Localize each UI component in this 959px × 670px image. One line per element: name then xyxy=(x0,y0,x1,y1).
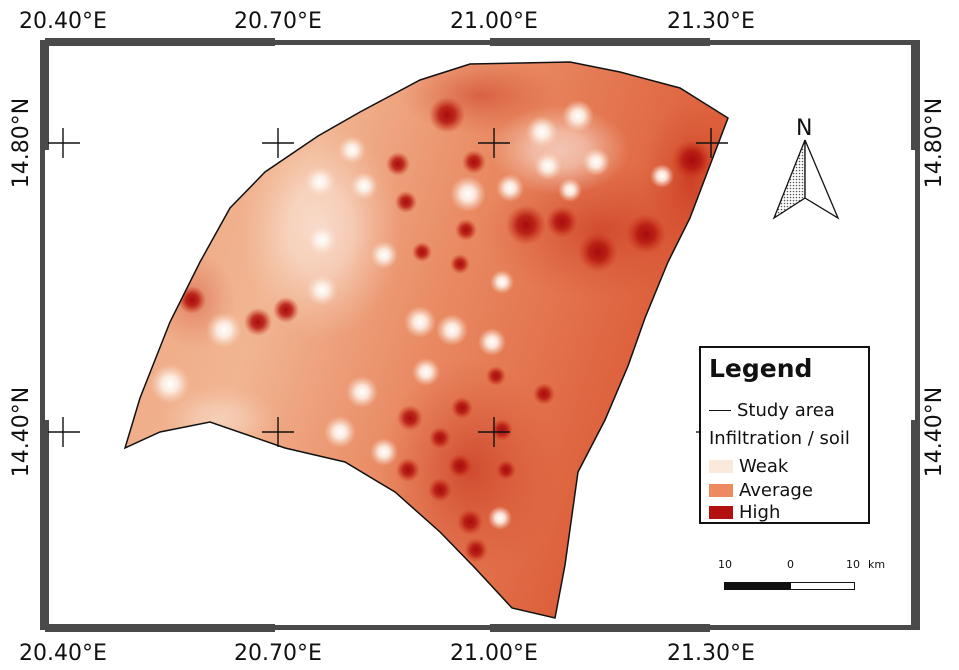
infiltration-raster xyxy=(125,62,728,618)
legend-average-label: Average xyxy=(739,480,813,501)
legend-high-label: High xyxy=(739,502,781,523)
map-frame xyxy=(40,38,920,632)
average-swatch xyxy=(709,484,733,497)
legend-panel: Legend Study area Infiltration / soil We… xyxy=(699,346,870,524)
legend-weak-label: Weak xyxy=(739,456,789,477)
right-label-2: 14.40°N xyxy=(922,387,947,477)
bottom-label-1: 20.40°E xyxy=(19,641,107,666)
axis-labels: 20.40°E 20.70°E 21.00°E 21.30°E 20.40°E … xyxy=(9,9,947,666)
legend-class-weak: Weak xyxy=(709,456,788,477)
scale-bar: 10 0 10 km xyxy=(718,558,885,598)
legend-subtitle: Infiltration / soil xyxy=(709,428,850,449)
legend-subtitle-label: Infiltration / soil xyxy=(709,428,850,449)
bottom-label-3: 21.00°E xyxy=(450,641,538,666)
scale-tick-right: 10 xyxy=(846,558,860,571)
top-label-3: 21.00°E xyxy=(450,9,538,34)
scale-segment-white xyxy=(790,582,855,590)
scale-segment-black xyxy=(724,582,790,590)
weak-swatch xyxy=(709,460,733,473)
top-label-4: 21.30°E xyxy=(667,9,755,34)
left-label-1: 14.80°N xyxy=(9,98,34,188)
legend-class-high: High xyxy=(709,502,780,523)
scale-tick-zero: 0 xyxy=(787,558,794,571)
north-arrow-icon xyxy=(772,139,840,220)
scale-tick-left: 10 xyxy=(718,558,732,571)
left-label-2: 14.40°N xyxy=(9,387,34,477)
high-swatch xyxy=(709,506,733,519)
bottom-label-2: 20.70°E xyxy=(234,641,322,666)
legend-study-area-label: Study area xyxy=(737,400,835,421)
top-label-1: 20.40°E xyxy=(19,9,107,34)
north-arrow-label: N xyxy=(796,116,813,141)
bottom-label-4: 21.30°E xyxy=(667,641,755,666)
top-label-2: 20.70°E xyxy=(234,9,322,34)
right-label-1: 14.80°N xyxy=(922,98,947,188)
scale-unit: km xyxy=(868,558,886,571)
legend-title: Legend xyxy=(709,354,813,383)
legend-class-average: Average xyxy=(709,480,813,501)
legend-study-area: Study area xyxy=(709,400,835,421)
study-area-line-icon xyxy=(709,410,731,411)
study-area-outline xyxy=(123,61,729,619)
